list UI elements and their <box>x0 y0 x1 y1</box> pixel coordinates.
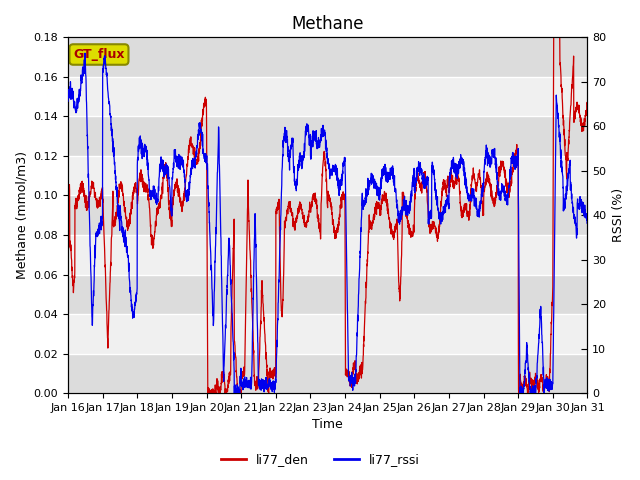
Bar <box>68 116 588 156</box>
Bar <box>68 275 588 314</box>
X-axis label: Time: Time <box>312 419 343 432</box>
Y-axis label: RSSI (%): RSSI (%) <box>612 188 625 242</box>
Bar <box>68 37 588 77</box>
Bar <box>68 195 588 235</box>
Title: Methane: Methane <box>291 15 364 33</box>
Bar <box>68 354 588 393</box>
Legend: li77_den, li77_rssi: li77_den, li77_rssi <box>216 448 424 471</box>
Y-axis label: Methane (mmol/m3): Methane (mmol/m3) <box>15 151 28 279</box>
Text: GT_flux: GT_flux <box>73 48 125 61</box>
